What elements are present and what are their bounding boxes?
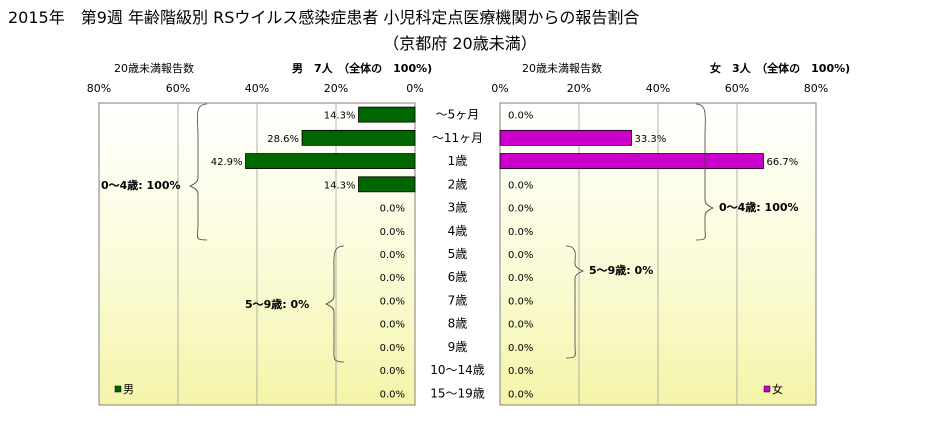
right-data-label: 0.0% — [508, 204, 533, 215]
left-x-tick-label: 20% — [324, 82, 348, 95]
left-bar — [245, 153, 416, 169]
right-group-label-0-4: 0～4歳: 100% — [719, 200, 799, 214]
axis-tick-labels: 0% 0% 20% 20% 40% 40% 60% 60% 80% 80% — [87, 82, 828, 95]
right-data-label: 66.7% — [766, 157, 798, 168]
right-bar — [499, 129, 632, 146]
category-label: ～11ヶ月 — [432, 131, 483, 145]
left-header-total: 男 7人 （全体の 100%) — [292, 61, 432, 75]
left-bar — [358, 176, 416, 193]
right-x-tick-label: 20% — [567, 82, 591, 95]
left-bracket-5-9 — [325, 245, 345, 363]
left-x-tick-label: 80% — [87, 82, 111, 95]
right-bracket-5-9 — [565, 245, 584, 359]
right-data-label: 0.0% — [508, 111, 533, 122]
chart-title: 2015年 第9週 年齢階級別 RSウイルス感染症患者 小児科定点医療機関からの… — [8, 8, 639, 27]
left-group-label-0-4: 0～4歳: 100% — [101, 178, 181, 192]
left-x-tick-label: 0% — [406, 82, 423, 95]
left-x-tick-label: 40% — [245, 82, 269, 95]
left-bar — [301, 129, 416, 146]
legend-female-label: 女 — [772, 382, 783, 396]
right-header-total: 女 3人 （全体の 100%) — [710, 61, 850, 75]
category-label: 15～19歳 — [430, 386, 485, 400]
right-header-count-label: 20歳未満報告数 — [522, 62, 602, 75]
bars — [245, 106, 764, 193]
right-bracket-0-4 — [695, 103, 714, 241]
left-bracket-0-4 — [189, 103, 208, 241]
data-labels: 14.3% 0.0% 28.6% 33.3% 42.9% 66.7% 14.3% 0.0% 0.… — [211, 111, 798, 401]
left-data-label: 0.0% — [380, 227, 405, 238]
category-labels: ～5ヶ月 ～11ヶ月 1歳 2歳 3歳 4歳 5歳 6歳 7歳 8歳 9歳 10～14歳 15～19歳 — [430, 108, 485, 401]
legend-female-swatch — [763, 385, 771, 393]
right-data-label: 0.0% — [508, 389, 533, 400]
category-label: 9歳 — [448, 340, 468, 354]
left-data-label: 42.9% — [211, 157, 243, 168]
right-data-label: 33.3% — [635, 134, 667, 145]
left-data-label: 14.3% — [324, 180, 356, 191]
right-data-label: 0.0% — [508, 273, 533, 284]
category-label: 8歳 — [448, 317, 468, 331]
right-data-label: 0.0% — [508, 227, 533, 238]
right-x-tick-label: 60% — [725, 82, 749, 95]
legend-male-swatch — [114, 385, 122, 393]
left-data-label: 0.0% — [380, 389, 405, 400]
left-data-label: 28.6% — [267, 134, 299, 145]
right-x-tick-label: 80% — [804, 82, 828, 95]
right-x-tick-label: 0% — [491, 82, 508, 95]
category-label: 6歳 — [448, 270, 468, 284]
right-x-tick-label: 40% — [646, 82, 670, 95]
category-label: 10～14歳 — [430, 363, 485, 377]
left-data-label: 0.0% — [380, 296, 405, 307]
category-label: 3歳 — [448, 201, 468, 215]
left-data-label: 14.3% — [324, 111, 356, 122]
right-data-label: 0.0% — [508, 320, 533, 331]
category-label: 1歳 — [448, 154, 468, 168]
legend-male-label: 男 — [123, 383, 134, 396]
left-data-label: 0.0% — [380, 204, 405, 215]
right-data-label: 0.0% — [508, 180, 533, 191]
left-group-label-5-9: 5～9歳: 0% — [245, 297, 309, 311]
category-label: ～5ヶ月 — [436, 108, 480, 122]
category-label: 4歳 — [448, 224, 468, 238]
left-x-tick-label: 60% — [166, 82, 190, 95]
right-group-label-5-9: 5～9歳: 0% — [589, 263, 653, 277]
left-data-label: 0.0% — [380, 320, 405, 331]
right-data-label: 0.0% — [508, 343, 533, 354]
left-bar — [358, 106, 416, 123]
chart-subtitle: （京都府 20歳未満） — [383, 34, 536, 53]
category-label: 2歳 — [448, 177, 468, 191]
right-data-label: 0.0% — [508, 250, 533, 261]
left-data-label: 0.0% — [380, 343, 405, 354]
left-header-count-label: 20歳未満報告数 — [114, 62, 194, 75]
right-data-label: 0.0% — [508, 296, 533, 307]
right-data-label: 0.0% — [508, 366, 533, 377]
left-data-label: 0.0% — [380, 273, 405, 284]
left-data-label: 0.0% — [380, 366, 405, 377]
right-bar — [499, 153, 764, 169]
category-label: 5歳 — [448, 247, 468, 261]
category-label: 7歳 — [448, 293, 468, 307]
left-data-label: 0.0% — [380, 250, 405, 261]
